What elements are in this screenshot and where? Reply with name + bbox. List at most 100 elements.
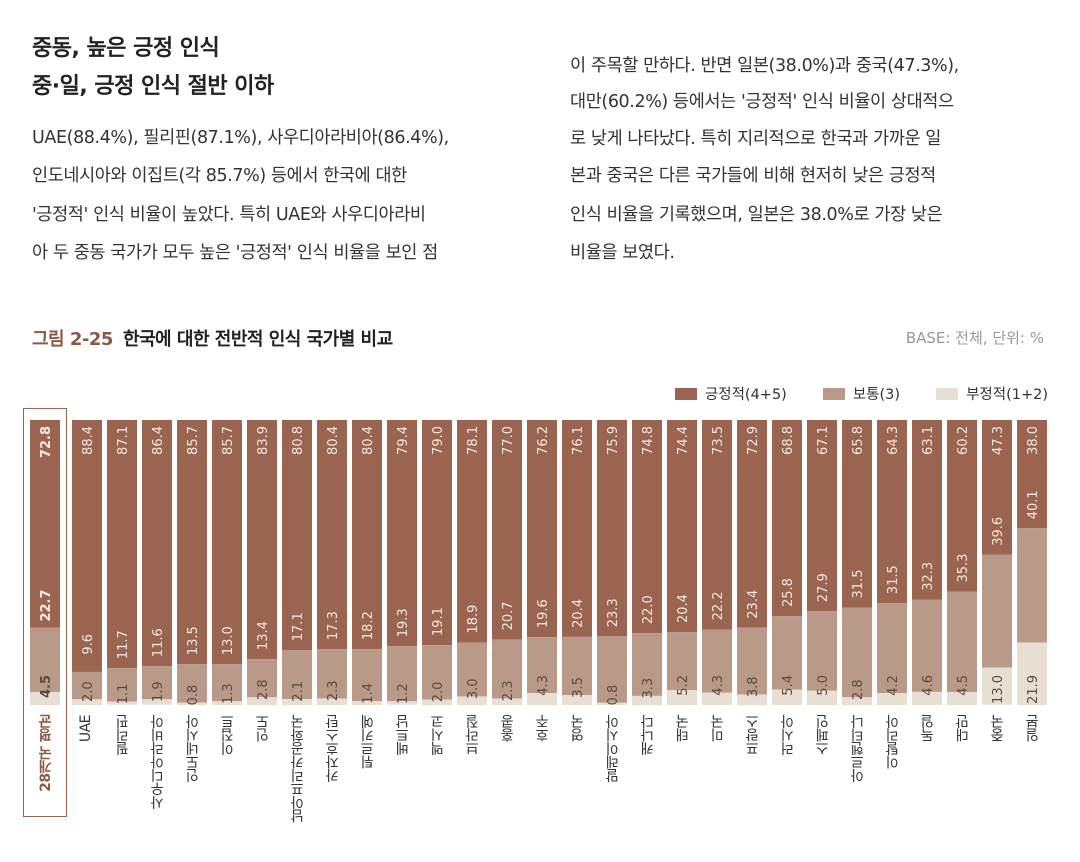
legend-item-negative: 부정적(1+2) xyxy=(936,383,1048,404)
bar-segment-neutral xyxy=(422,645,452,700)
left-body-line: 인도네시아와 이집트(각 85.7%) 등에서 한국에 대한 xyxy=(32,166,407,186)
bar-segment-positive xyxy=(212,420,242,665)
bar-segment-neutral xyxy=(247,659,277,698)
legend-label: 긍정적(4+5) xyxy=(704,387,787,403)
data-label: 11.7 xyxy=(116,630,131,659)
bar-segment-neutral xyxy=(72,671,102,700)
data-label: 9.6 xyxy=(81,634,96,655)
data-label: 2.3 xyxy=(326,680,341,701)
data-label: 72.9 xyxy=(746,426,761,455)
bar-segment-negative xyxy=(177,702,207,705)
category-label: 일본 xyxy=(1025,715,1041,742)
bar-segment-neutral xyxy=(142,666,172,700)
data-label: 76.1 xyxy=(571,426,586,455)
legend-label: 부정적(1+2) xyxy=(966,387,1048,403)
bar-segment-neutral xyxy=(667,632,697,691)
bar-segment-negative xyxy=(737,694,767,706)
data-label: 67.1 xyxy=(816,426,831,455)
data-label: 0.8 xyxy=(606,685,621,706)
bar-segment-neutral xyxy=(807,611,837,691)
data-label: 4.3 xyxy=(536,675,551,696)
data-label: 21.9 xyxy=(1026,675,1041,704)
data-label: 65.8 xyxy=(851,426,866,455)
bar-segment-negative xyxy=(807,690,837,705)
bar-segment-negative xyxy=(492,698,522,705)
data-label: 35.3 xyxy=(956,554,971,583)
bar-segment-positive xyxy=(387,420,417,647)
data-label: 25.8 xyxy=(781,578,796,607)
bar-segment-positive xyxy=(807,420,837,612)
bar-segment-neutral xyxy=(212,664,242,702)
legend-swatch xyxy=(822,387,845,400)
data-label: 73.5 xyxy=(711,426,726,455)
legend-swatch xyxy=(936,387,959,400)
data-label: 64.3 xyxy=(886,426,901,455)
category-label: 프랑스 xyxy=(745,715,761,756)
data-label: 1.2 xyxy=(396,683,411,704)
bar-segment-neutral xyxy=(702,629,732,693)
data-label: 19.6 xyxy=(536,599,551,628)
bar-segment-neutral xyxy=(492,639,522,699)
data-label: 87.1 xyxy=(116,426,131,455)
bar-segment-neutral xyxy=(982,554,1012,668)
data-label: 31.5 xyxy=(851,570,866,599)
bar-segment-neutral xyxy=(877,603,907,694)
bar-segment-positive xyxy=(317,420,347,650)
bar-segment-negative xyxy=(282,699,312,705)
legend-item-positive: 긍정적(4+5) xyxy=(674,383,787,404)
data-label: 20.7 xyxy=(501,601,516,630)
data-label: 4.2 xyxy=(886,675,901,696)
bar-segment-negative xyxy=(1017,642,1047,705)
data-label: 0.8 xyxy=(186,685,201,706)
data-label: 13.5 xyxy=(186,626,201,655)
bar-segment-positive xyxy=(982,420,1012,555)
data-label: 31.5 xyxy=(886,565,901,594)
category-label: 아르헨티나 xyxy=(850,715,866,783)
category-label: 28개국 평균 xyxy=(38,715,54,792)
data-label: 75.9 xyxy=(606,426,621,455)
bar-segment-negative xyxy=(107,701,137,705)
data-label: 78.1 xyxy=(466,426,481,455)
bar-segment-negative xyxy=(457,696,487,705)
bar-segment-negative xyxy=(982,667,1012,705)
bar-segment-neutral xyxy=(947,591,977,693)
category-label: 대만 xyxy=(955,715,971,742)
right-body-line: 본과 중국은 다른 국가들에 비해 현저히 낮은 긍정적 xyxy=(570,166,936,186)
data-label: 18.9 xyxy=(466,605,481,634)
bar-segment-neutral xyxy=(177,664,207,703)
data-label: 4.6 xyxy=(921,675,936,696)
section-heading-line-1: 중동, 높은 긍정 인식 xyxy=(32,36,220,61)
category-label: 독일 xyxy=(920,715,936,742)
category-label: 인도네시아 xyxy=(185,715,201,783)
legend-swatch xyxy=(674,387,697,400)
data-label: 4.3 xyxy=(711,675,726,696)
data-label: 74.8 xyxy=(641,426,656,455)
data-label: 19.3 xyxy=(396,608,411,637)
data-label: 13.4 xyxy=(256,621,271,650)
category-label: 호주 xyxy=(535,715,551,742)
category-label: 미국 xyxy=(710,715,726,742)
bar-segment-positive xyxy=(352,420,382,650)
bar-segment-neutral xyxy=(562,636,592,696)
bar-segment-negative xyxy=(632,695,662,706)
bar-segment-positive xyxy=(72,420,102,672)
bar-segment-positive xyxy=(107,420,137,669)
category-label: 중국 xyxy=(990,715,1006,742)
data-label: 80.4 xyxy=(326,426,341,455)
bar-segment-negative xyxy=(387,701,417,705)
bar-segment-negative xyxy=(702,692,732,705)
data-label: 5.0 xyxy=(816,675,831,696)
category-label: 브라질 xyxy=(465,715,481,756)
bar-segment-neutral xyxy=(352,649,382,702)
data-label: 2.3 xyxy=(501,680,516,701)
bar-segment-neutral xyxy=(282,650,312,700)
left-body-line: 아 두 중동 국가가 모두 높은 '긍정적' 인식 비율을 보인 점 xyxy=(32,243,438,263)
average-highlight-box xyxy=(23,408,67,817)
data-label: 3.3 xyxy=(641,678,656,699)
category-label: 이탈리아 xyxy=(885,715,901,769)
bar-segment-neutral xyxy=(842,607,872,698)
category-label: 홍콩 xyxy=(500,715,516,742)
bar-segment-negative xyxy=(527,693,557,706)
data-label: 13.0 xyxy=(991,675,1006,704)
bar-segment-neutral xyxy=(30,627,60,693)
